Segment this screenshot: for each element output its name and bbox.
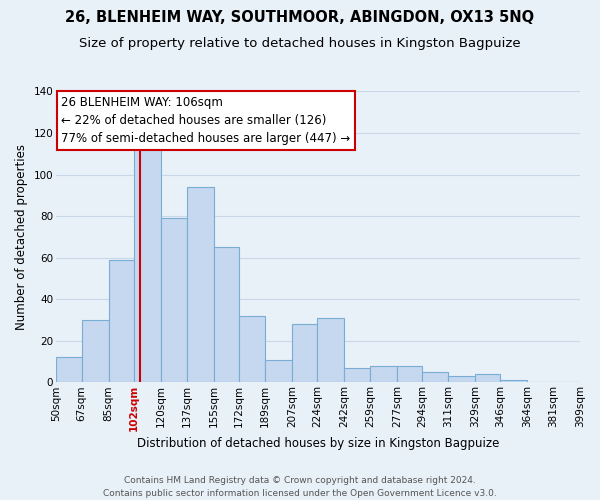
Text: Size of property relative to detached houses in Kingston Bagpuize: Size of property relative to detached ho… [79,38,521,51]
Bar [317,318,344,382]
Text: 26 BLENHEIM WAY: 106sqm
← 22% of detached houses are smaller (126)
77% of semi-d: 26 BLENHEIM WAY: 106sqm ← 22% of detache… [61,96,350,145]
X-axis label: Distribution of detached houses by size in Kingston Bagpuize: Distribution of detached houses by size … [137,437,499,450]
Bar [161,218,187,382]
Bar [265,360,292,382]
Bar [422,372,448,382]
Bar [475,374,500,382]
Bar [370,366,397,382]
Bar [56,358,82,382]
Bar [397,366,422,382]
Bar [239,316,265,382]
Text: 26, BLENHEIM WAY, SOUTHMOOR, ABINGDON, OX13 5NQ: 26, BLENHEIM WAY, SOUTHMOOR, ABINGDON, O… [65,10,535,25]
Bar [134,148,161,382]
Bar [344,368,370,382]
Bar [187,187,214,382]
Y-axis label: Number of detached properties: Number of detached properties [15,144,28,330]
Bar [500,380,527,382]
Bar [109,260,134,382]
Bar [292,324,317,382]
Bar [214,248,239,382]
Bar [82,320,109,382]
Text: Contains HM Land Registry data © Crown copyright and database right 2024.
Contai: Contains HM Land Registry data © Crown c… [103,476,497,498]
Bar [448,376,475,382]
